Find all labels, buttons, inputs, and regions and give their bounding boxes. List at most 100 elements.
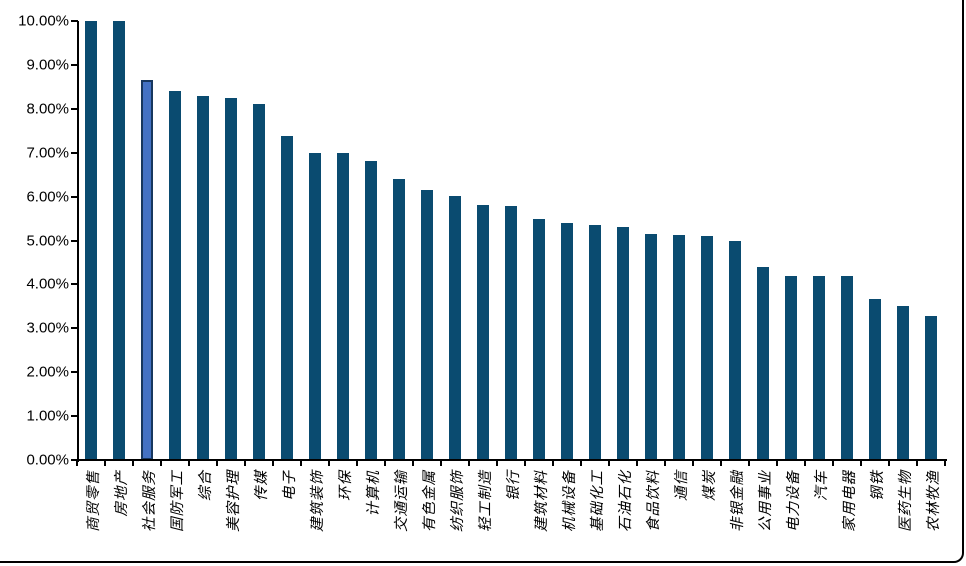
x-axis-tick (804, 461, 806, 466)
x-axis-label-text: 基础化工 (590, 470, 606, 532)
x-axis-label: 建筑材料 (525, 470, 553, 565)
x-axis-label-text: 通信 (674, 470, 690, 501)
y-axis-tick (71, 415, 78, 418)
bar (869, 298, 881, 460)
x-axis-tick (552, 461, 554, 466)
x-axis-tick (776, 461, 778, 466)
x-axis-tick (468, 461, 470, 466)
x-axis-label: 汽车 (805, 470, 833, 565)
bar (813, 275, 825, 460)
bar (729, 240, 741, 460)
bar (617, 227, 629, 460)
x-axis-label-text: 钢铁 (870, 470, 886, 501)
bar (113, 21, 125, 460)
bar (393, 179, 405, 460)
y-axis-tick (71, 195, 78, 198)
y-axis-tick-label: 1.00% (26, 407, 69, 425)
x-axis-label: 美容护理 (217, 470, 245, 565)
x-axis-tick (328, 461, 330, 466)
y-axis-tick-label: 6.00% (26, 188, 69, 206)
y-axis-tick (71, 283, 78, 286)
bar (281, 136, 293, 460)
bar (925, 316, 937, 460)
bar-highlighted (141, 80, 153, 460)
bar (225, 97, 237, 460)
x-axis-tick (748, 461, 750, 466)
bar (169, 91, 181, 460)
bar (673, 235, 685, 460)
bar (589, 225, 601, 460)
y-axis-tick (71, 327, 78, 330)
y-axis-tick-label: 7.00% (26, 144, 69, 162)
x-axis-label: 电子 (273, 470, 301, 565)
x-axis-tick (888, 461, 890, 466)
x-axis-label-text: 传媒 (254, 470, 270, 501)
x-axis-label: 环保 (329, 470, 357, 565)
x-axis-label-text: 商贸零售 (86, 470, 102, 532)
x-axis-label: 钢铁 (861, 470, 889, 565)
y-axis-tick (71, 239, 78, 242)
x-axis-label-text: 美容护理 (226, 470, 242, 532)
x-axis-tick (356, 461, 358, 466)
x-axis-label-text: 医药生物 (898, 470, 914, 532)
x-axis-label-text: 建筑材料 (534, 470, 550, 532)
bar (85, 21, 97, 460)
x-axis-label-text: 国防军工 (170, 470, 186, 532)
x-axis-label-text: 交通运输 (394, 470, 410, 532)
x-axis-tick (944, 461, 946, 466)
x-axis-tick (860, 461, 862, 466)
x-axis-label-text: 银行 (506, 470, 522, 501)
x-axis-label: 纺织服饰 (441, 470, 469, 565)
x-axis-tick (916, 461, 918, 466)
x-axis-label: 社会服务 (133, 470, 161, 565)
x-axis-label: 煤炭 (693, 470, 721, 565)
x-axis-tick (104, 461, 106, 466)
x-axis-label-text: 轻工制造 (478, 470, 494, 532)
x-axis-label-text: 煤炭 (702, 470, 718, 501)
y-axis-tick-label: 0.00% (26, 451, 69, 469)
x-axis-label: 房地产 (105, 470, 133, 565)
x-axis-label: 轻工制造 (469, 470, 497, 565)
x-axis-tick (412, 461, 414, 466)
x-axis-label: 有色金属 (413, 470, 441, 565)
x-axis-line (77, 459, 947, 461)
x-axis-label: 家用电器 (833, 470, 861, 565)
x-axis-label-text: 电力设备 (786, 470, 802, 532)
x-axis-label: 国防军工 (161, 470, 189, 565)
x-axis-tick (132, 461, 134, 466)
x-axis-label-text: 计算机 (366, 470, 382, 517)
x-axis-label-text: 汽车 (814, 470, 830, 501)
bar (197, 95, 209, 460)
x-axis-label-text: 社会服务 (142, 470, 158, 532)
bar (757, 266, 769, 460)
x-axis-tick (524, 461, 526, 466)
bar (701, 236, 713, 460)
x-axis-label: 通信 (665, 470, 693, 565)
x-axis-label: 机械设备 (553, 470, 581, 565)
bar (449, 195, 461, 460)
bar (645, 234, 657, 460)
y-axis-tick (71, 63, 78, 66)
y-axis-tick (71, 151, 78, 154)
x-axis-label-text: 家用电器 (842, 470, 858, 532)
x-axis-tick (636, 461, 638, 466)
bar (533, 218, 545, 460)
x-axis-label: 银行 (497, 470, 525, 565)
y-axis-tick-label: 3.00% (26, 319, 69, 337)
x-axis-tick (664, 461, 666, 466)
bar (561, 222, 573, 460)
x-axis-tick (608, 461, 610, 466)
x-axis-tick (300, 461, 302, 466)
x-axis-label-text: 农林牧渔 (926, 470, 942, 532)
x-axis-tick (832, 461, 834, 466)
x-axis-label-text: 食品饮料 (646, 470, 662, 532)
bar (309, 152, 321, 460)
x-axis-label: 综合 (189, 470, 217, 565)
y-axis-tick-label: 10.00% (18, 12, 69, 30)
x-axis-label: 传媒 (245, 470, 273, 565)
x-axis-label: 基础化工 (581, 470, 609, 565)
bar (421, 190, 433, 460)
y-axis-tick-label: 2.00% (26, 363, 69, 381)
bar (365, 160, 377, 460)
x-axis-tick (496, 461, 498, 466)
